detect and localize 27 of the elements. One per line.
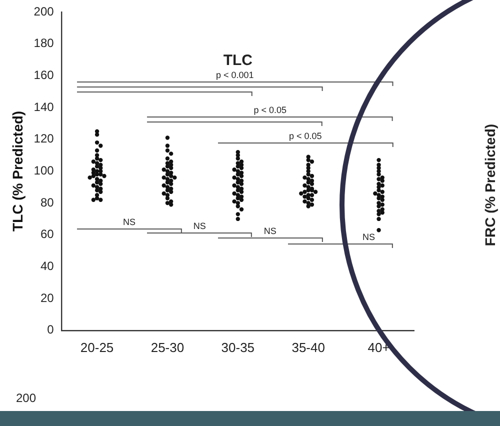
text: FRC (% Predicted) (482, 124, 498, 246)
y-tick-label: 100 (34, 164, 54, 178)
x-tick-label: 20-25 (80, 340, 114, 355)
annotation: p < 0.05 (288, 130, 322, 141)
annotation: NS (122, 216, 136, 226)
y-tick-label: 0 (47, 322, 54, 337)
y-tick-label: 60 (40, 227, 54, 242)
y-tick-label: 40 (40, 259, 54, 274)
y-tick-label: 80 (40, 195, 54, 210)
x-tick-label: 35-40 (292, 340, 325, 355)
annotation: p < 0.05 (254, 105, 287, 116)
annotation: p < 0.001 (216, 70, 254, 80)
y-tick-label: 120 (34, 132, 54, 146)
y-tick-label: 200 (34, 4, 54, 18)
x-tick-label: 30-35 (221, 340, 255, 355)
x-tick-label: 25-30 (150, 340, 184, 355)
text: 200 (16, 391, 36, 405)
y-tick-label: 160 (34, 68, 54, 82)
x-tick-label: 40+ (368, 340, 390, 355)
annotation: NS (193, 221, 206, 232)
y-axis-title: TLC (% Predicted) (9, 110, 26, 232)
y-tick-label: 140 (34, 100, 54, 114)
y-tick-label: 20 (40, 290, 54, 305)
annotation: NS (264, 226, 276, 236)
y-tick-label: 180 (34, 36, 54, 50)
text: TLC (223, 52, 252, 69)
annotation: NS (362, 232, 376, 242)
